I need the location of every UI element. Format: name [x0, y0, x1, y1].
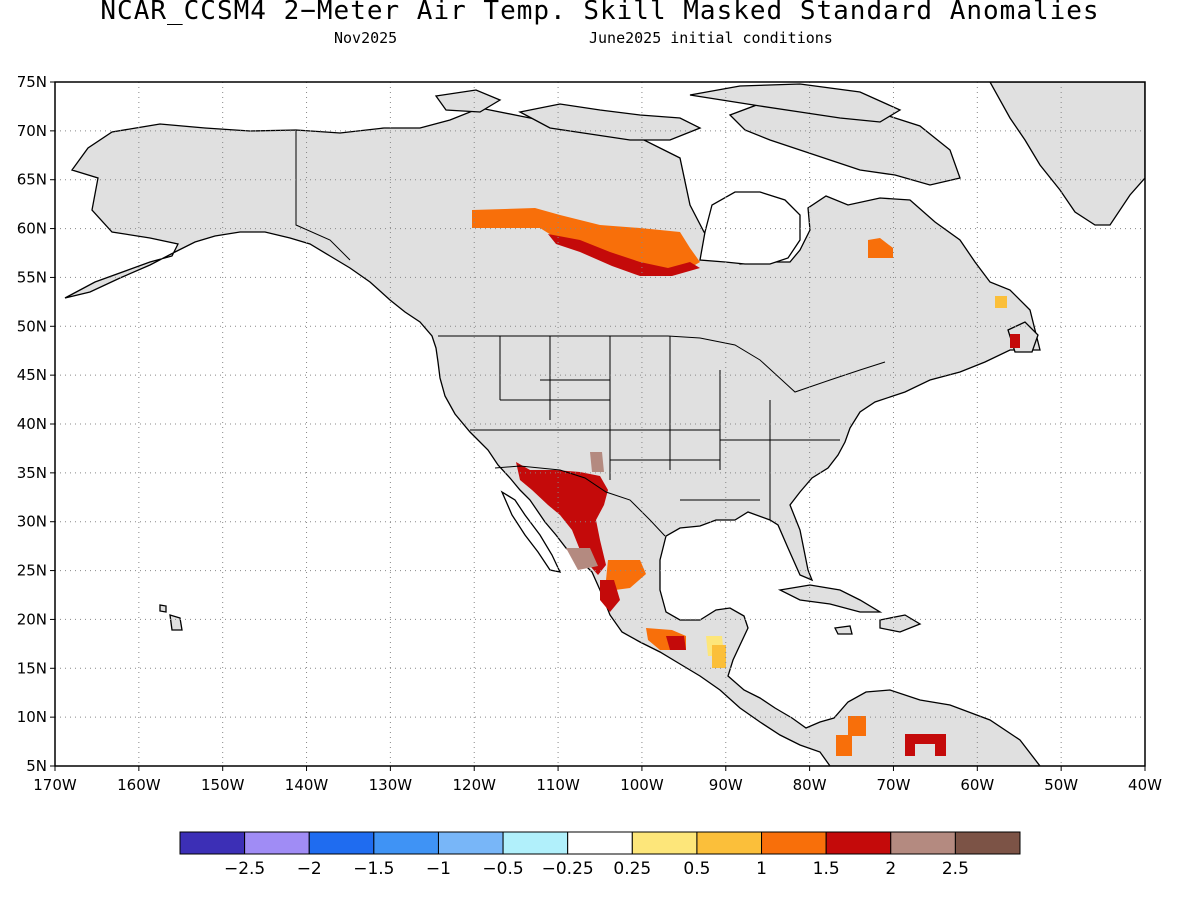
lon-tick-label: 100W — [620, 776, 664, 794]
colorbar-label: 2.5 — [942, 859, 969, 879]
map-title: NCAR_CCSM4 2−Meter Air Temp. Skill Maske… — [100, 0, 1100, 26]
newfoundland — [1010, 334, 1020, 348]
venezuela — [905, 734, 946, 756]
guatemala-orange — [712, 645, 726, 668]
colorbar-label: −2 — [297, 859, 322, 879]
arctic-island-west — [434, 89, 502, 113]
colorbar-label: −1.5 — [353, 859, 394, 879]
lat-tick-label: 55N — [17, 268, 47, 286]
colorbar-swatch — [567, 831, 633, 855]
hudson-bay-water — [699, 191, 801, 265]
colorbar-label: 0.25 — [613, 859, 651, 879]
state-lines — [470, 336, 840, 520]
us-canada-border — [438, 335, 886, 393]
hawaii-big-island — [169, 614, 183, 631]
greenland-land — [989, 82, 1145, 226]
colorbar-swatch — [437, 831, 504, 855]
us-mexico-border — [494, 465, 666, 537]
lon-tick-label: 120W — [452, 776, 496, 794]
hawaii-maui — [159, 604, 167, 613]
lat-tick-label: 70N — [17, 122, 47, 140]
colombia-north — [848, 716, 866, 736]
political-borders — [295, 130, 886, 537]
southwest-us-mexico — [516, 462, 608, 575]
lon-tick-label: 150W — [201, 776, 245, 794]
anomaly-shading — [472, 208, 1020, 756]
lat-tick-label: 40N — [17, 415, 47, 433]
longitude-labels: 170W 160W 150W 140W 130W 120W 110W 100W 90W 80W 70… — [33, 766, 1162, 794]
colorbar-label: 2 — [885, 859, 896, 879]
mexico-west-coast — [600, 580, 620, 612]
colorbar-label: 0.5 — [683, 859, 710, 879]
lon-tick-label: 40W — [1128, 776, 1162, 794]
southern-mexico-red — [666, 636, 686, 650]
lon-tick-label: 130W — [369, 776, 413, 794]
northwest-mexico-brown — [566, 548, 598, 570]
lon-tick-label: 90W — [709, 776, 743, 794]
colorbar-label: −0.25 — [542, 859, 594, 879]
colorbar-swatch — [825, 831, 892, 855]
lat-tick-label: 65N — [17, 171, 47, 189]
baja-california — [500, 490, 562, 573]
lon-tick-label: 160W — [117, 776, 161, 794]
colorbar-swatch — [631, 831, 698, 855]
lat-tick-label: 35N — [17, 464, 47, 482]
colorbar-swatch — [890, 831, 956, 855]
initial-conditions: June2025 initial conditions — [589, 29, 833, 47]
colorbar-swatch — [179, 831, 246, 855]
colorbar-swatch — [761, 831, 827, 855]
lon-tick-label: 80W — [793, 776, 827, 794]
lon-tick-label: 70W — [877, 776, 911, 794]
northern-canada-band — [472, 208, 700, 272]
colorbar-swatch — [696, 831, 763, 855]
hudson-bay-west — [548, 234, 700, 276]
colorbar-label: 1.5 — [813, 859, 840, 879]
colorbar-swatch — [954, 831, 1021, 855]
lon-tick-label: 170W — [33, 776, 77, 794]
lon-tick-label: 50W — [1044, 776, 1078, 794]
lat-tick-label: 20N — [17, 610, 47, 628]
graticule — [55, 82, 1145, 766]
alaska-border — [295, 130, 351, 261]
latitude-labels: 75N 70N 65N 60N 55N 50N 45N 40N 35N 30N 25N 20N 15N 1… — [17, 73, 55, 775]
cuba — [777, 584, 883, 613]
lat-tick-label: 50N — [17, 317, 47, 335]
colorbar-swatch — [502, 831, 569, 855]
jamaica — [834, 625, 853, 635]
central-mexico — [606, 560, 646, 590]
colorbar-swatch — [308, 831, 375, 855]
lon-tick-label: 110W — [536, 776, 580, 794]
lat-tick-label: 75N — [17, 73, 47, 91]
colorbar: −2.5 −2 −1.5 −1 −0.5 −0.25 0.25 0.5 1 1.5 2 2.5 — [179, 831, 1021, 879]
lat-tick-label: 60N — [17, 220, 47, 238]
quebec-east — [868, 238, 893, 258]
lat-tick-label: 10N — [17, 708, 47, 726]
land — [64, 82, 1145, 766]
colorbar-label: −0.5 — [482, 859, 523, 879]
colorbar-swatch — [373, 831, 439, 855]
colorbar-label: −1 — [426, 859, 451, 879]
lon-tick-label: 60W — [960, 776, 994, 794]
ellesmere-island — [689, 83, 902, 123]
new-mexico-brown — [590, 452, 604, 472]
colorbar-label: 1 — [756, 859, 767, 879]
labrador-yellow — [995, 296, 1007, 308]
lat-tick-label: 15N — [17, 659, 47, 677]
lat-tick-label: 25N — [17, 562, 47, 580]
lat-tick-label: 5N — [26, 757, 47, 775]
lon-tick-label: 140W — [285, 776, 329, 794]
map-frame-contents — [55, 82, 1145, 766]
colorbar-swatch — [244, 831, 310, 855]
colombia — [836, 735, 852, 756]
lat-tick-label: 45N — [17, 366, 47, 384]
forecast-month: Nov2025 — [334, 29, 398, 47]
lat-tick-label: 30N — [17, 513, 47, 531]
colorbar-label: −2.5 — [224, 859, 265, 879]
